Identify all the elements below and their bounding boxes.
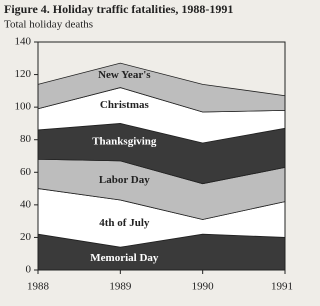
y-tick-label: 100 (15, 101, 32, 113)
plot-frame (37, 41, 286, 271)
chart-title: Figure 4. Holiday traffic fatalities, 19… (4, 2, 233, 16)
y-tick-label: 80 (20, 133, 32, 145)
area-label: New Year's (98, 69, 151, 81)
y-tick-label: 60 (20, 166, 32, 178)
chart-subtitle: Total holiday deaths (4, 19, 93, 31)
y-tick-label: 20 (20, 231, 32, 243)
x-tick-label: 1988 (27, 281, 50, 293)
x-tick-label: 1989 (109, 281, 132, 293)
x-tick-label: 1990 (192, 281, 215, 293)
area-label: 4th of July (99, 217, 150, 229)
area-label: Labor Day (99, 174, 150, 186)
area-label: Christmas (100, 99, 150, 111)
x-tick-label: 1991 (271, 281, 293, 293)
y-tick-label: 140 (15, 36, 32, 48)
y-tick-label: 120 (15, 68, 32, 80)
area-label: Memorial Day (90, 252, 159, 264)
area-label: Thanksgiving (92, 136, 157, 148)
y-tick-label: 40 (20, 198, 32, 210)
y-tick-label: 0 (26, 264, 32, 276)
chart: Figure 4. Holiday traffic fatalities, 19… (4, 1, 293, 293)
